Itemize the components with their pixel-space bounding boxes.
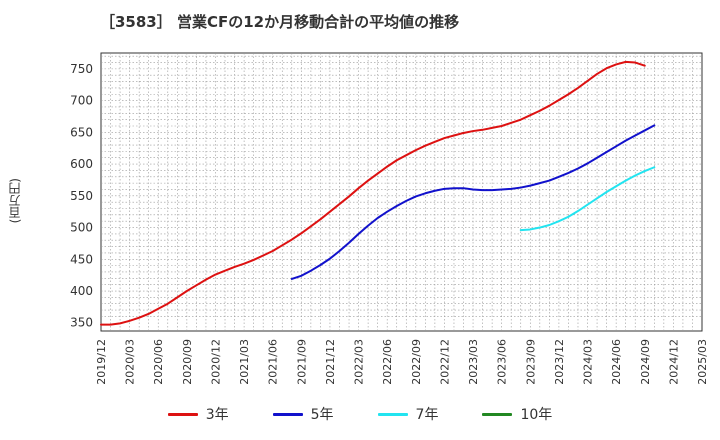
x-tick-label: 2025/03 xyxy=(696,339,709,385)
x-tick-label: 2022/09 xyxy=(410,339,423,385)
y-tick-label: 750 xyxy=(70,62,93,76)
legend: 3年 5年 7年 10年 xyxy=(0,404,720,424)
y-tick-labels: 350 400 450 500 550 600 650 700 750 xyxy=(70,62,93,330)
y-tick-label: 650 xyxy=(70,125,93,139)
y-tick-label: 350 xyxy=(70,316,93,330)
x-tick-label: 2020/03 xyxy=(124,339,137,385)
x-tick-label: 2022/03 xyxy=(353,339,366,385)
x-tick-label: 2023/03 xyxy=(467,339,480,385)
legend-item: 7年 xyxy=(377,404,439,424)
x-tick-labels: 2019/12 2020/03 2020/06 2020/09 2020/12 2021/… xyxy=(95,339,709,385)
x-tick-label: 2021/03 xyxy=(238,339,251,385)
legend-label: 10年 xyxy=(520,407,553,423)
series-line-3年 xyxy=(100,60,646,326)
legend-swatch xyxy=(272,412,303,416)
x-tick-label: 2021/06 xyxy=(267,339,280,385)
x-tick-label: 2022/12 xyxy=(438,339,451,385)
series-line-7年 xyxy=(519,166,656,232)
y-tick-label: 550 xyxy=(70,189,93,203)
x-tick-label: 2024/12 xyxy=(667,339,680,385)
x-tick-label: 2020/09 xyxy=(181,339,194,385)
y-tick-label: 450 xyxy=(70,252,93,266)
legend-item: 5年 xyxy=(272,404,334,424)
x-tick-label: 2024/09 xyxy=(639,339,652,385)
x-tick-label: 2023/09 xyxy=(524,339,537,385)
x-tick-label: 2024/06 xyxy=(610,339,623,385)
y-tick-label: 700 xyxy=(70,94,93,108)
y-tick-label: 500 xyxy=(70,221,93,235)
chart-title: ［3583］ 営業CFの12か月移動合計の平均値の推移 xyxy=(100,13,460,31)
series-lines xyxy=(100,60,656,326)
legend-swatch xyxy=(377,412,408,416)
legend-label: 5年 xyxy=(310,407,334,423)
series-line-5年 xyxy=(290,124,656,280)
y-tick-label: 400 xyxy=(70,284,93,298)
legend-label: 3年 xyxy=(205,407,229,423)
legend-item: 10年 xyxy=(482,404,552,424)
x-tick-label: 2023/06 xyxy=(496,339,509,385)
x-tick-label: 2020/12 xyxy=(209,339,222,385)
x-tick-label: 2022/06 xyxy=(381,339,394,385)
legend-swatch xyxy=(482,412,513,416)
legend-swatch xyxy=(167,412,198,416)
x-tick-label: 2024/03 xyxy=(582,339,595,385)
x-tick-label: 2021/12 xyxy=(324,339,337,385)
legend-item: 3年 xyxy=(167,404,229,424)
y-tick-label: 600 xyxy=(70,157,93,171)
x-tick-label: 2021/09 xyxy=(295,339,308,385)
x-tick-label: 2020/06 xyxy=(152,339,165,385)
x-tick-label: 2023/12 xyxy=(553,339,566,385)
x-tick-label: 2019/12 xyxy=(95,339,108,385)
legend-label: 7年 xyxy=(415,407,439,423)
